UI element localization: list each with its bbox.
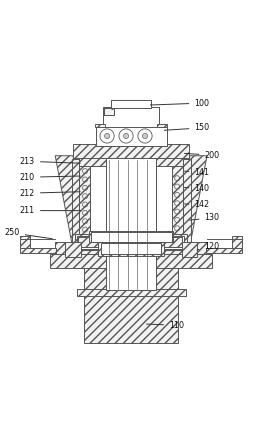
Text: 210: 210 (20, 173, 80, 182)
Bar (75, 234, 105, 250)
Bar (232, 236, 242, 239)
Bar (101, 243, 161, 254)
Bar (79, 158, 183, 166)
Bar (79, 158, 90, 242)
Text: 200: 200 (184, 151, 220, 160)
Bar (206, 248, 242, 253)
Bar (104, 108, 114, 115)
Bar (73, 144, 189, 158)
Circle shape (105, 133, 110, 139)
Bar (95, 124, 105, 128)
Text: 142: 142 (184, 200, 210, 209)
Bar (103, 107, 159, 127)
Bar (172, 158, 183, 242)
Bar (91, 232, 171, 242)
Bar (103, 107, 159, 127)
Bar (96, 127, 167, 146)
Text: 211: 211 (20, 206, 80, 215)
Polygon shape (173, 156, 207, 242)
Text: 150: 150 (164, 124, 210, 132)
Text: 213: 213 (20, 157, 80, 166)
Bar (157, 124, 167, 128)
Bar (78, 237, 99, 247)
Bar (72, 159, 91, 242)
Circle shape (124, 133, 128, 139)
Bar (104, 108, 114, 115)
Bar (182, 242, 197, 257)
Bar (111, 100, 151, 108)
Bar (160, 237, 182, 247)
Bar (171, 159, 191, 242)
Bar (98, 242, 164, 256)
Bar (232, 239, 242, 248)
Bar (77, 236, 102, 249)
Text: 140: 140 (184, 184, 209, 193)
Bar (89, 231, 173, 242)
Bar (111, 100, 151, 108)
Text: 120: 120 (197, 242, 220, 251)
Bar (50, 254, 212, 268)
Bar (20, 248, 56, 253)
Text: 141: 141 (184, 168, 209, 177)
Bar (84, 294, 178, 343)
Text: 212: 212 (20, 189, 80, 198)
Bar (84, 268, 178, 288)
Polygon shape (55, 156, 89, 242)
Bar (65, 242, 81, 257)
Bar (79, 235, 183, 242)
Text: 110: 110 (147, 321, 184, 330)
Bar (20, 239, 30, 248)
Bar (159, 236, 184, 249)
Bar (106, 158, 156, 290)
Bar (79, 158, 183, 242)
Bar (158, 234, 187, 250)
Circle shape (142, 133, 148, 139)
Text: 250: 250 (4, 229, 53, 239)
Bar (77, 288, 185, 296)
Bar (20, 236, 30, 239)
Text: 130: 130 (190, 213, 219, 222)
Bar (55, 242, 207, 254)
Text: 100: 100 (150, 99, 209, 108)
Bar (106, 158, 156, 290)
Bar (96, 127, 167, 146)
